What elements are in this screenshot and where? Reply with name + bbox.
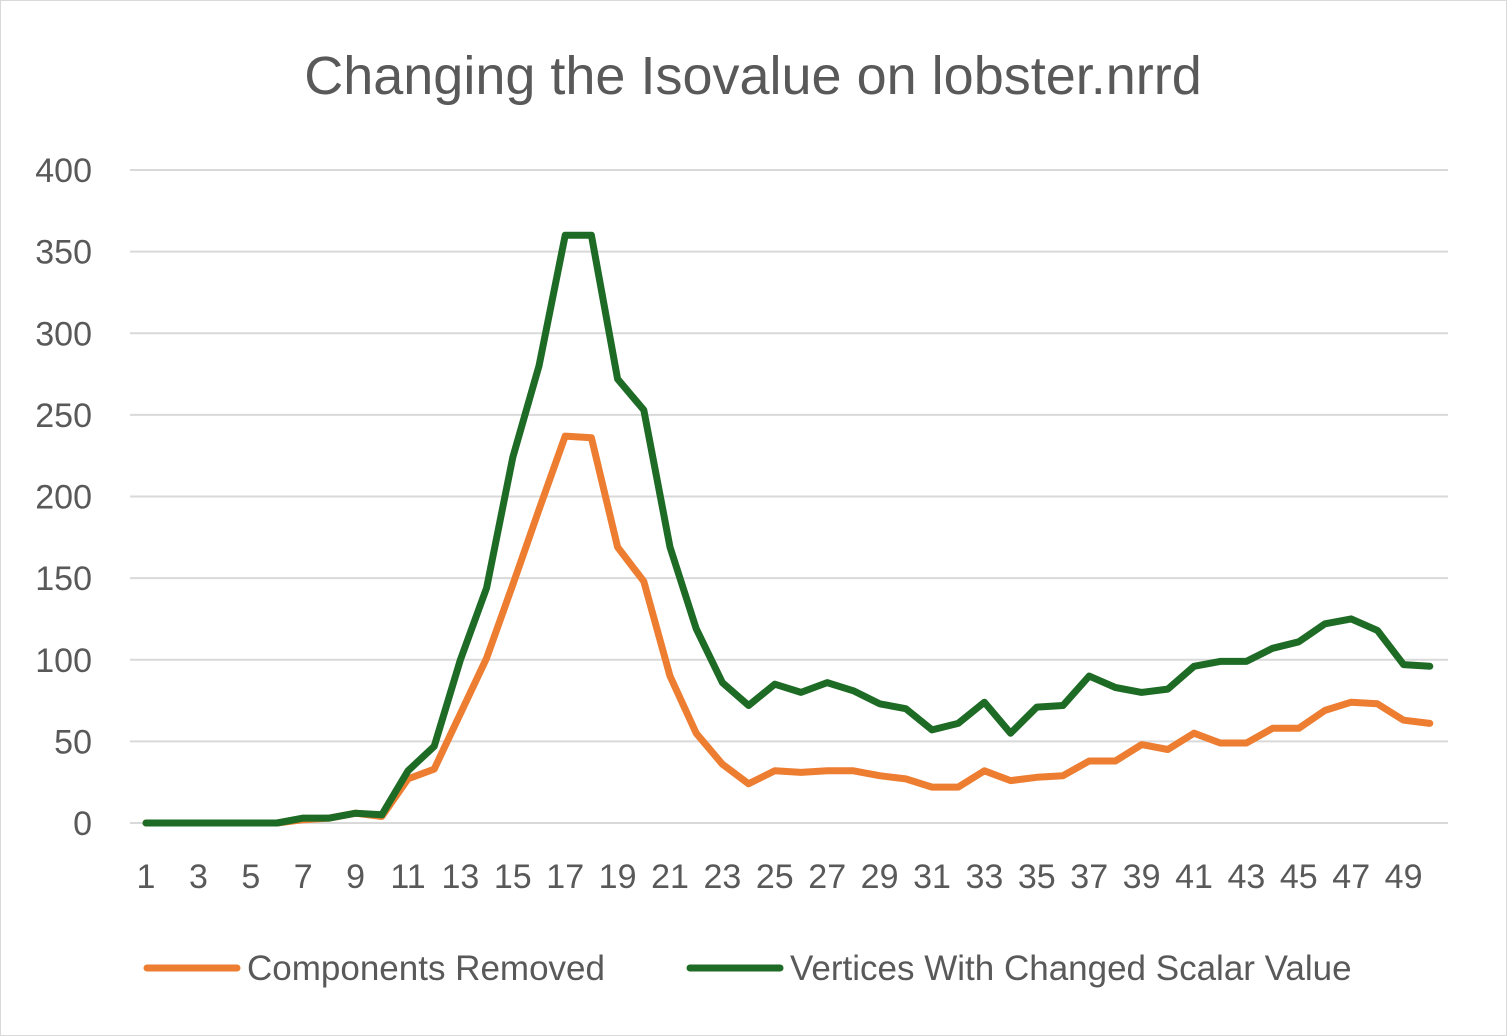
legend: Components Removed Vertices With Changed … (143, 949, 1352, 988)
x-tick-label: 21 (651, 858, 689, 896)
x-tick-label: 41 (1175, 858, 1213, 896)
x-tick-label: 29 (861, 858, 899, 896)
x-tick-label: 23 (703, 858, 741, 896)
x-tick-label: 13 (441, 858, 479, 896)
x-tick-label: 25 (756, 858, 794, 896)
x-tick-label: 15 (494, 858, 532, 896)
x-tick-label: 3 (189, 858, 208, 896)
x-tick-label: 7 (294, 858, 313, 896)
y-tick-label: 200 (35, 479, 92, 517)
y-tick-label: 300 (35, 315, 92, 353)
x-tick-label: 31 (913, 858, 951, 896)
x-tick-label: 47 (1332, 858, 1370, 896)
legend-label: Components Removed (247, 949, 605, 988)
x-tick-label: 49 (1385, 858, 1423, 896)
x-tick-label: 1 (137, 858, 156, 896)
x-tick-label: 37 (1070, 858, 1108, 896)
y-tick-label: 50 (54, 723, 92, 761)
legend-label: Vertices With Changed Scalar Value (790, 949, 1352, 988)
y-tick-label: 100 (35, 642, 92, 680)
y-tick-label: 250 (35, 397, 92, 435)
x-tick-label: 43 (1227, 858, 1265, 896)
x-tick-label: 9 (346, 858, 365, 896)
chart-title: Changing the Isovalue on lobster.nrrd (304, 46, 1202, 106)
x-tick-label: 33 (965, 858, 1003, 896)
x-tick-label: 39 (1123, 858, 1161, 896)
y-tick-label: 150 (35, 560, 92, 598)
y-axis-tick-labels: 0 50 100 150 200 250 300 350 400 (35, 152, 92, 843)
x-tick-label: 11 (390, 858, 425, 896)
y-tick-label: 400 (35, 152, 92, 190)
x-tick-label: 35 (1018, 858, 1056, 896)
x-tick-label: 45 (1280, 858, 1318, 896)
x-tick-label: 27 (808, 858, 846, 896)
series-line-components-removed (142, 432, 1434, 827)
x-axis-tick-labels: 1 3 5 7 9 11 13 15 17 19 21 23 25 27 29 31 33 35 37 39 41 43 4… (137, 858, 1423, 896)
y-tick-label: 350 (35, 234, 92, 272)
y-tick-label: 0 (73, 805, 92, 843)
series-line-vertices-changed-scalar (142, 231, 1434, 827)
x-tick-label: 17 (546, 858, 584, 896)
x-tick-label: 5 (241, 858, 260, 896)
x-tick-label: 19 (599, 858, 637, 896)
series-lines (142, 231, 1434, 827)
gridlines (130, 169, 1448, 824)
